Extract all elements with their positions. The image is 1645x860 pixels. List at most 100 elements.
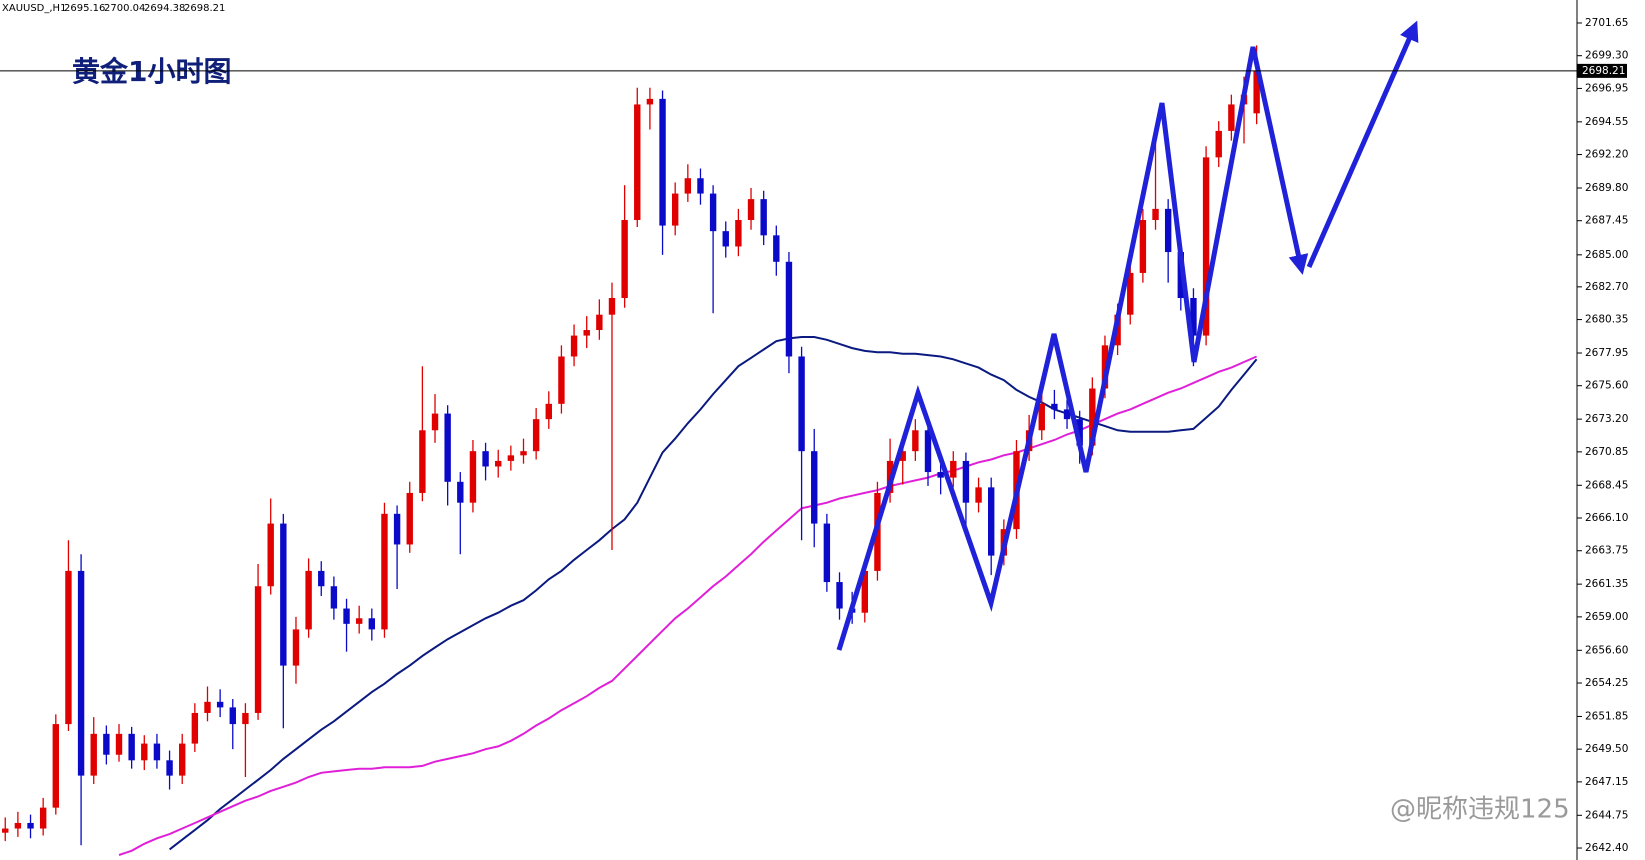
- candle-body: [419, 430, 426, 493]
- candle-body: [621, 220, 628, 298]
- candle-body: [216, 701, 224, 708]
- y-tick-label: 2694.55: [1585, 116, 1628, 128]
- y-tick-label: 2644.75: [1585, 809, 1628, 821]
- candle-body: [596, 314, 603, 331]
- candle-body: [343, 608, 350, 624]
- candle-body: [65, 570, 72, 725]
- candle-body: [659, 98, 666, 226]
- candle-body: [381, 513, 388, 630]
- candle-body: [444, 413, 451, 482]
- candle-body: [811, 451, 818, 524]
- candle-body: [141, 743, 148, 761]
- candle-body: [2, 828, 9, 833]
- candle-body: [532, 419, 540, 452]
- candle-body: [684, 178, 692, 194]
- up-arrow: [1306, 20, 1419, 269]
- candle-body: [1152, 208, 1159, 221]
- candle-body: [912, 430, 919, 452]
- candle-body: [1215, 130, 1222, 158]
- candle-body: [1139, 220, 1147, 273]
- candle-body: [115, 733, 123, 755]
- y-tick-label: 2654.25: [1585, 677, 1628, 689]
- y-tick-label: 2685.00: [1585, 249, 1628, 261]
- candle-body: [267, 523, 274, 587]
- candle-body: [608, 297, 616, 315]
- candle-body: [988, 487, 995, 556]
- y-tick-label: 2687.45: [1585, 215, 1628, 227]
- candle-body: [39, 807, 47, 829]
- candle-body: [292, 629, 300, 666]
- y-tick-label: 2668.45: [1585, 479, 1628, 491]
- y-tick-label: 2701.65: [1585, 17, 1628, 29]
- zigzag-arrow: [836, 46, 1309, 651]
- header-open: 2695.16: [64, 3, 105, 14]
- y-tick-label: 2656.60: [1585, 644, 1628, 656]
- candle-body: [899, 451, 906, 461]
- price-label-box: [1577, 63, 1627, 78]
- y-tick-label: 2677.95: [1585, 347, 1628, 359]
- header-low: 2694.38: [144, 3, 185, 14]
- candle-body: [937, 472, 944, 478]
- y-tick-label: 2649.50: [1585, 743, 1628, 755]
- candle-body: [785, 261, 793, 357]
- candle-body: [697, 178, 704, 194]
- candle-body: [507, 455, 515, 461]
- candle-body: [355, 618, 363, 624]
- candle-body: [570, 335, 578, 357]
- annotation-arrows: [836, 20, 1419, 651]
- candle-body: [14, 822, 22, 829]
- y-tick-label: 2651.85: [1585, 710, 1628, 722]
- candle-body: [520, 451, 527, 456]
- candle-body: [1228, 104, 1235, 131]
- plot-area: [2, 45, 1260, 856]
- candle-body: [254, 586, 262, 713]
- y-tick-label: 2699.30: [1585, 50, 1628, 62]
- candle-body: [482, 451, 489, 467]
- candle-body: [153, 743, 161, 761]
- y-tick-label: 2680.35: [1585, 314, 1628, 326]
- candle-body: [330, 586, 338, 609]
- moving-average-line: [118, 355, 1258, 856]
- candle-body: [836, 582, 843, 609]
- candle-body: [280, 523, 287, 666]
- y-tick-label: 2675.60: [1585, 380, 1628, 392]
- symbol: XAUUSD_,H1: [2, 3, 66, 14]
- candle-body: [545, 403, 552, 420]
- candle-body: [52, 724, 60, 808]
- candle-body: [77, 570, 85, 776]
- candle-body: [179, 743, 186, 776]
- candle-body: [1164, 208, 1172, 253]
- candle-body: [634, 104, 641, 221]
- candle-body: [431, 413, 439, 431]
- y-tick-label: 2670.85: [1585, 446, 1628, 458]
- candle-body: [583, 330, 590, 336]
- candle-body: [1089, 388, 1096, 446]
- y-tick-label: 2673.20: [1585, 413, 1628, 425]
- price-label: 2698.21: [1582, 65, 1625, 77]
- candle-body: [103, 733, 110, 755]
- candle-body: [671, 193, 679, 226]
- candle-body: [318, 570, 325, 587]
- candle-body: [722, 231, 729, 247]
- y-tick-label: 2692.20: [1585, 149, 1628, 161]
- candle-body: [1038, 403, 1045, 431]
- candle-body: [1253, 70, 1260, 114]
- candle-body: [242, 712, 249, 725]
- candle-body: [495, 460, 502, 467]
- candle-body: [1127, 272, 1134, 315]
- candle-body: [469, 451, 477, 503]
- header-close: 2698.21: [184, 3, 225, 14]
- candle-body: [861, 570, 868, 613]
- candle-body: [393, 513, 401, 545]
- candle-body: [1202, 157, 1210, 336]
- y-tick-label: 2682.70: [1585, 281, 1628, 293]
- candle-body: [128, 733, 135, 761]
- y-tick-label: 2661.35: [1585, 578, 1628, 590]
- candle-body: [305, 570, 312, 630]
- candle-body: [191, 712, 199, 744]
- candle-body: [823, 523, 831, 583]
- candle-body: [1076, 419, 1083, 446]
- candle-body: [975, 487, 982, 503]
